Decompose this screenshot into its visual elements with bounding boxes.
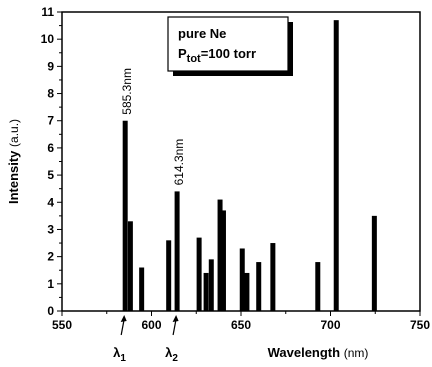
bar	[333, 20, 339, 312]
x-tick-label: 600	[141, 318, 161, 332]
y-tick-label: 5	[47, 168, 54, 182]
y-tick-label: 11	[41, 5, 54, 19]
bar	[166, 240, 172, 311]
y-tick-label: 6	[47, 141, 54, 155]
x-tick-label: 650	[231, 318, 251, 332]
y-tick-label: 8	[47, 87, 54, 101]
bar	[256, 262, 262, 311]
marker-arrowhead	[120, 315, 127, 322]
plot-frame	[61, 11, 421, 312]
peak-label: 614.3nm	[172, 139, 186, 186]
y-tick-label: 2	[47, 250, 54, 264]
bar	[239, 248, 245, 311]
marker-arrow	[120, 318, 125, 336]
legend-line2: Ptot=100 torr	[178, 46, 256, 65]
y-tick-label: 0	[47, 304, 54, 318]
y-tick-label: 10	[41, 32, 55, 46]
x-tick-label: 550	[52, 318, 72, 332]
x-axis-unit: (nm)	[344, 346, 369, 360]
legend-line1: pure Ne	[178, 26, 226, 41]
x-tick-label: 750	[410, 318, 430, 332]
bar	[217, 199, 223, 311]
y-axis-label: Intensity	[6, 150, 21, 204]
bar	[122, 120, 128, 312]
lambda-sub: 1	[120, 353, 126, 364]
lambda-symbol: λ	[165, 345, 173, 360]
legend-line2-main: P	[178, 46, 187, 61]
bar	[174, 191, 180, 311]
lambda-sub: 2	[172, 353, 178, 364]
bar	[220, 210, 226, 311]
marker-arrowhead	[172, 315, 179, 322]
x-axis-label: Wavelength	[268, 345, 341, 360]
bar	[270, 243, 276, 311]
marker-arrow	[172, 318, 177, 336]
x-tick-label: 700	[320, 318, 340, 332]
bar	[127, 221, 133, 311]
legend-box: pure Ne Ptot=100 torr	[167, 16, 293, 76]
x-axis-title: Wavelength (nm)	[268, 345, 369, 360]
bar	[196, 237, 202, 311]
bar	[203, 272, 209, 311]
legend-line2-rest: =100 torr	[201, 46, 256, 61]
bar	[244, 272, 250, 311]
bar	[139, 267, 145, 311]
lambda-marker: λ2	[165, 345, 178, 364]
bar	[208, 259, 214, 311]
y-tick-label: 4	[47, 195, 54, 209]
y-tick-label: 3	[47, 222, 54, 236]
y-tick-label: 7	[47, 114, 54, 128]
legend-frame	[167, 16, 289, 72]
lambda-marker: λ1	[113, 345, 126, 364]
legend-line2-sub: tot	[187, 53, 201, 65]
y-axis-title: Intensity (a.u.)	[6, 119, 21, 204]
bar	[371, 215, 377, 311]
y-tick-label: 1	[47, 277, 54, 291]
y-axis-unit: (a.u.)	[7, 119, 21, 147]
lambda-symbol: λ	[113, 345, 121, 360]
peak-label: 585.3nm	[120, 68, 134, 115]
bars-layer	[122, 20, 377, 312]
bar	[315, 262, 321, 311]
y-tick-label: 9	[47, 59, 54, 73]
